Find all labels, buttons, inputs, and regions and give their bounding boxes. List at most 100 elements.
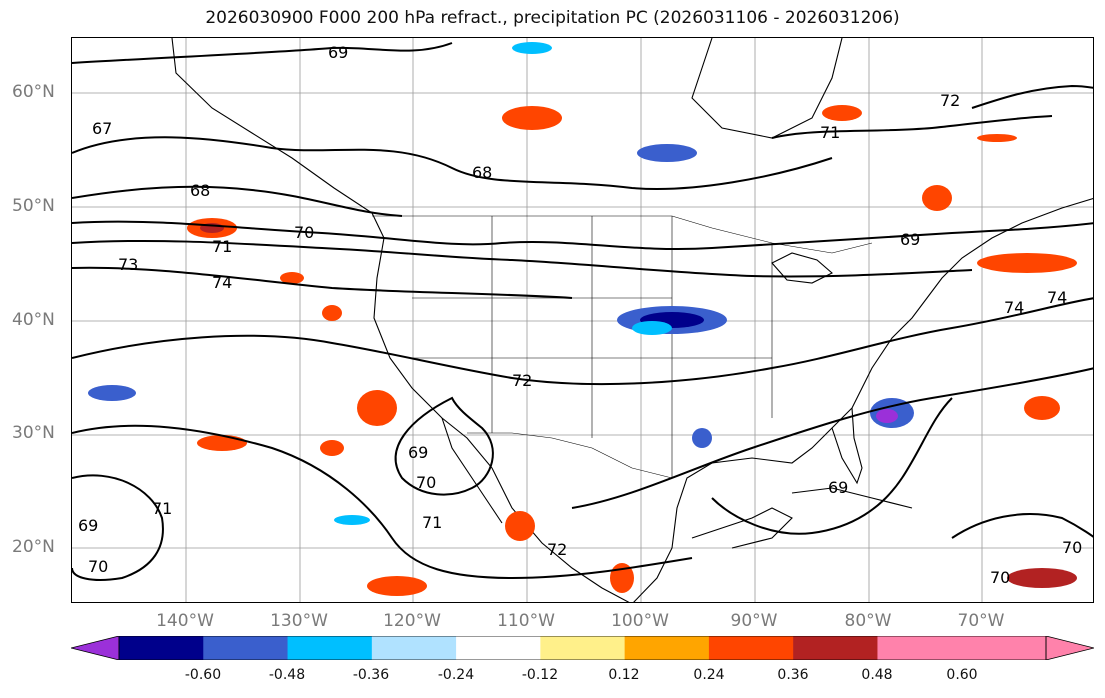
map-title: 2026030900 F000 200 hPa refract., precip… — [205, 8, 900, 28]
contour-line — [571, 367, 1093, 509]
colorbar-tick-label: 0.36 — [777, 667, 809, 683]
precip-blob — [505, 511, 535, 541]
contour-line — [72, 239, 973, 278]
contour-label: 68 — [472, 163, 492, 182]
colorbar-segments — [70, 635, 1095, 661]
us-canada-border — [372, 215, 873, 254]
contour-label: 67 — [92, 119, 112, 138]
precip-blob — [1007, 568, 1077, 588]
precip-blob — [637, 144, 697, 162]
precip-blob — [334, 515, 370, 525]
contour-label: 70 — [990, 568, 1010, 587]
lat-label-60n: 60°N — [12, 82, 55, 102]
contour-line — [771, 115, 1053, 139]
contour-label: 73 — [118, 255, 138, 274]
coastlines — [171, 38, 1093, 602]
precip-fill-positive — [187, 105, 1077, 596]
colorbar-tick-label: -0.12 — [521, 667, 559, 683]
lat-label-30n: 30°N — [12, 423, 55, 443]
precip-blob — [977, 253, 1077, 273]
precip-blob — [197, 435, 247, 451]
contour-label: 74 — [1047, 288, 1067, 307]
precip-blob — [502, 106, 562, 130]
contour-label: 69 — [408, 443, 428, 462]
colorbar-segment — [540, 636, 626, 660]
east-coast — [851, 198, 1093, 409]
contour-label: 72 — [940, 91, 960, 110]
colorbar — [70, 635, 1095, 661]
colorbar-tick-label: -0.36 — [352, 667, 390, 683]
contour-line — [72, 424, 693, 580]
lon-label-100w: 100°W — [611, 611, 669, 631]
great-lakes — [771, 252, 833, 284]
contour-label: 70 — [1062, 538, 1082, 557]
cuba — [791, 487, 913, 509]
contour-label: 74 — [1004, 298, 1024, 317]
florida — [831, 407, 863, 485]
lon-label-70w: 70°W — [957, 611, 1005, 631]
precip-blob — [822, 105, 862, 121]
precip-blob — [977, 134, 1017, 142]
hudson-bay — [691, 38, 843, 139]
state-borders — [372, 215, 873, 479]
gulf-coast — [633, 407, 853, 602]
contour-line — [72, 136, 833, 190]
colorbar-tick-label: -0.24 — [437, 667, 475, 683]
contour-line — [72, 185, 403, 217]
colorbar-segment — [371, 636, 457, 660]
contour-label: 71 — [422, 513, 442, 532]
precip-blob — [632, 321, 672, 335]
lon-label-140w: 140°W — [156, 611, 214, 631]
colorbar-extend-max — [1045, 635, 1095, 661]
contour-labels: 69 67 68 70 71 73 74 72 69 70 71 72 69 7… — [78, 43, 1082, 587]
contour-line — [72, 266, 573, 299]
map-svg: 69 67 68 70 71 73 74 72 69 70 71 72 69 7… — [72, 38, 1093, 602]
precip-blob — [357, 390, 397, 426]
precip-blob — [322, 305, 342, 321]
contour-label: 69 — [828, 478, 848, 497]
pacific-coast — [171, 38, 630, 602]
contour-label: 69 — [328, 43, 348, 62]
precip-blob — [88, 385, 136, 401]
colorbar-segment — [877, 636, 963, 660]
lat-label-50n: 50°N — [12, 196, 55, 216]
lat-label-20n: 20°N — [12, 537, 55, 557]
contour-label: 72 — [512, 371, 532, 390]
refractivity-contours — [72, 42, 1093, 581]
colorbar-segment — [708, 636, 794, 660]
contour-line — [394, 396, 494, 496]
colorbar-segment — [793, 636, 878, 660]
precip-fill-negative — [88, 42, 914, 525]
colorbar-segment — [456, 636, 541, 660]
precip-blob — [692, 428, 712, 448]
contour-line — [72, 474, 164, 581]
precip-blob — [512, 42, 552, 54]
colorbar-svg — [70, 635, 1095, 661]
colorbar-segment — [203, 636, 289, 660]
lon-label-110w: 110°W — [497, 611, 555, 631]
contour-label: 74 — [212, 273, 232, 292]
colorbar-segment — [119, 636, 204, 660]
lon-label-120w: 120°W — [383, 611, 441, 631]
baja-peninsula — [441, 417, 503, 524]
lat-label-40n: 40°N — [12, 310, 55, 330]
us-mexico-border — [467, 432, 673, 479]
map-panel: 69 67 68 70 71 73 74 72 69 70 71 72 69 7… — [71, 37, 1094, 603]
colorbar-segment — [287, 636, 373, 660]
contour-label: 68 — [190, 181, 210, 200]
colorbar-tick-label: 0.48 — [861, 667, 893, 683]
contour-line — [971, 84, 1093, 109]
graticule — [72, 38, 1093, 602]
contour-line — [72, 42, 453, 64]
contour-label: 70 — [88, 557, 108, 576]
colorbar-tick-label: 0.60 — [946, 667, 978, 683]
precip-blob — [280, 272, 304, 284]
colorbar-tick-label: 0.24 — [693, 667, 725, 683]
contour-label: 71 — [152, 499, 172, 518]
precip-blob — [922, 185, 952, 211]
contour-label: 70 — [416, 473, 436, 492]
contour-line — [711, 397, 953, 535]
contour-label: 72 — [547, 540, 567, 559]
colorbar-tick-label: -0.60 — [184, 667, 222, 683]
contour-line — [72, 220, 1093, 251]
